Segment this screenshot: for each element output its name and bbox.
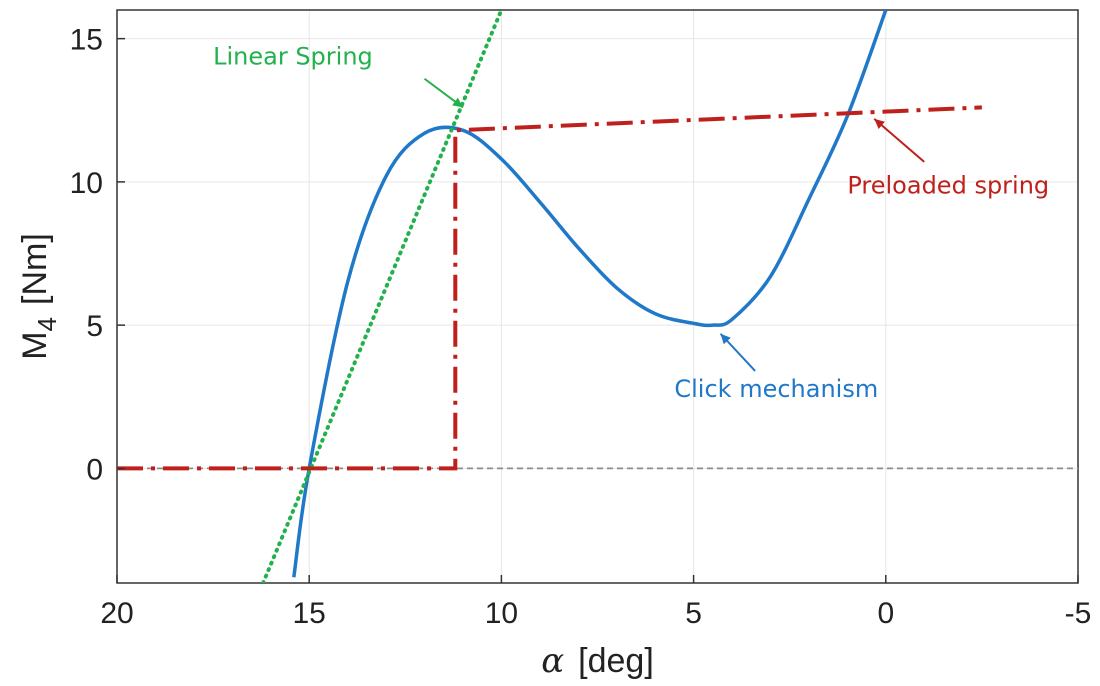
- y-axis-subscript: 4: [32, 317, 62, 331]
- x-tick-label: 10: [485, 597, 518, 630]
- annotation-label: Click mechanism: [674, 375, 878, 403]
- x-tick-label: 0: [877, 597, 894, 630]
- series-layer: [117, 10, 982, 583]
- y-tick-label: 15: [70, 24, 103, 57]
- y-axis-unit: [Nm]: [16, 233, 54, 305]
- annotation-arrow-line: [873, 118, 925, 163]
- series-linear-line: [261, 10, 504, 583]
- x-tick-label: 15: [293, 597, 326, 630]
- annotation-arrow-head: [452, 97, 463, 108]
- annotation-arrow-head: [720, 333, 731, 345]
- x-axis-label: α [deg]: [541, 641, 654, 681]
- y-axis-label: M4 [Nm]: [16, 233, 62, 360]
- tick-layer: 20 15 10 5 0 -5 0 5 10 15: [70, 24, 1092, 630]
- annotation-arrow-head: [874, 118, 885, 129]
- y-axis-main: M: [16, 331, 54, 359]
- x-tick-label: 20: [100, 597, 133, 630]
- series-preloaded-line: [117, 105, 982, 471]
- y-tick-label: 10: [70, 167, 103, 200]
- annotation-label: Linear Spring: [213, 42, 373, 70]
- plot-area: [116, 9, 1079, 584]
- x-axis-unit: [deg]: [578, 642, 654, 680]
- x-axis-symbol: α: [541, 641, 564, 681]
- series-click-line: [292, 10, 888, 578]
- annotation-layer: Linear Spring Preloaded spring Click mecha…: [213, 42, 1049, 402]
- x-tick-label: 5: [685, 597, 702, 630]
- y-tick-label: 0: [86, 453, 103, 486]
- x-tick-label: -5: [1065, 597, 1092, 630]
- annotation-label: Preloaded spring: [847, 171, 1049, 199]
- grid-lines: [116, 10, 1079, 583]
- y-tick-label: 5: [86, 310, 103, 343]
